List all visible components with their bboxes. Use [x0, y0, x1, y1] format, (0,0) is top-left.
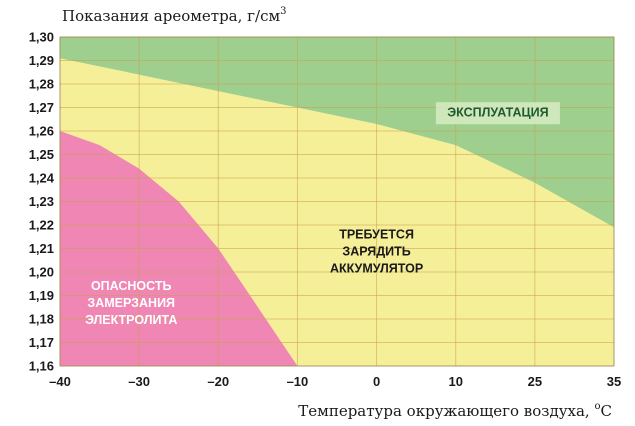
y-tick-label: 1,30	[29, 30, 54, 45]
zone-label-line: ЭЛЕКТРОЛИТА	[85, 313, 177, 327]
x-tick-label: –20	[207, 374, 229, 389]
x-tick-label: –30	[128, 374, 150, 389]
y-tick-label: 1,24	[29, 171, 55, 186]
zone-label-line: АККУМУЛЯТОР	[330, 261, 423, 275]
y-tick-label: 1,16	[29, 359, 54, 374]
x-tick-label: 10	[448, 374, 462, 389]
x-tick-labels: –40 –30 –20 –10 0 10 25 35	[49, 374, 621, 389]
y-tick-label: 1,25	[29, 147, 54, 162]
operation-zone	[60, 37, 614, 228]
x-axis-title: Температура окружающего воздуха, oC	[298, 401, 612, 420]
zone-label-line: ЗАМЕРЗАНИЯ	[87, 296, 175, 310]
y-tick-label: 1,29	[29, 53, 54, 68]
zone-label-line: ОПАСНОСТЬ	[91, 279, 172, 293]
zone-labels: ЭКСПЛУАТАЦИЯ ТРЕБУЕТСЯ ЗАРЯДИТЬ АККУМУЛЯТО…	[85, 102, 560, 327]
y-tick-label: 1,21	[29, 241, 54, 256]
y-tick-label: 1,28	[29, 77, 54, 92]
plot-frame	[59, 36, 615, 367]
y-tick-labels: 1,16 1,17 1,18 1,19 1,20 1,21 1,22 1,23 1,24 1,25…	[29, 30, 55, 374]
y-tick-label: 1,23	[29, 194, 54, 209]
freezing-danger-label: ОПАСНОСТЬ ЗАМЕРЗАНИЯ ЭЛЕКТРОЛИТА	[85, 279, 177, 327]
zone-label-line: ЗАРЯДИТЬ	[342, 244, 410, 258]
x-tick-label: 35	[607, 374, 621, 389]
y-tick-label: 1,27	[29, 100, 54, 115]
y-tick-label: 1,22	[29, 218, 54, 233]
y-tick-label: 1,18	[29, 312, 54, 327]
y-tick-label: 1,17	[29, 335, 54, 350]
y-axis-title: Показания ареометра, г/см3	[62, 6, 287, 25]
x-tick-label: 25	[528, 374, 542, 389]
operation-label-box	[435, 102, 560, 125]
x-tick-label: –10	[287, 374, 309, 389]
y-tick-label: 1,26	[29, 124, 54, 139]
x-tick-label: –40	[49, 374, 71, 389]
zone-label-line: ТРЕБУЕТСЯ	[339, 227, 414, 241]
operation-label: ЭКСПЛУАТАЦИЯ	[447, 106, 548, 120]
plot-area	[59, 36, 615, 367]
zone-label-line: ЭКСПЛУАТАЦИЯ	[447, 106, 548, 120]
charge-required-label: ТРЕБУЕТСЯ ЗАРЯДИТЬ АККУМУЛЯТОР	[330, 227, 423, 275]
x-tick-label: 0	[373, 374, 380, 389]
y-tick-label: 1,20	[29, 265, 54, 280]
y-tick-label: 1,19	[29, 288, 54, 303]
